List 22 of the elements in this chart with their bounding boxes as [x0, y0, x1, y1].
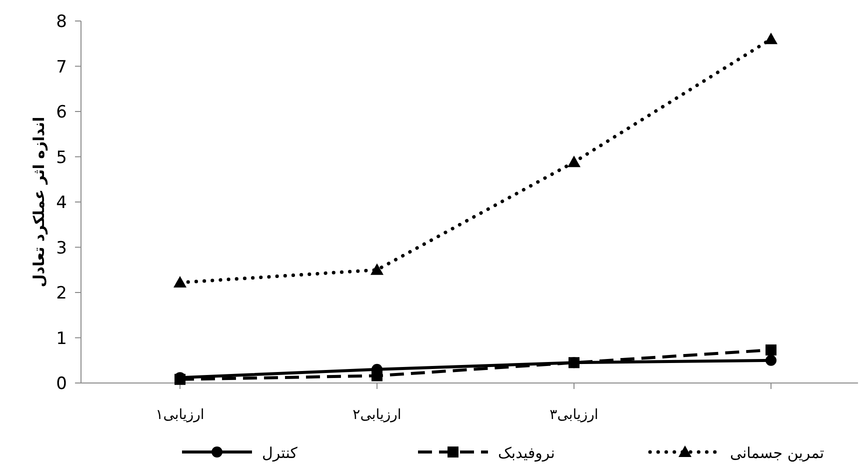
x-tick-label: ارزیابی۱	[156, 407, 204, 423]
x-tick-label: ارزیابی۲	[352, 407, 402, 423]
y-tick-label: 2	[56, 284, 67, 304]
y-tick-label: 4	[56, 193, 67, 213]
x-tick-label: ارزیابی۳	[550, 407, 598, 423]
y-tick-label: 1	[56, 328, 67, 349]
legend-label: نروفیدبک	[498, 444, 555, 462]
y-tick-label: 8	[56, 12, 67, 32]
y-axis-title: اندازه اثر عملکرد تعادل	[30, 116, 48, 288]
point	[174, 276, 186, 288]
y-tick-label: 0	[56, 374, 67, 394]
point	[766, 354, 776, 366]
legend-label: کنترل	[262, 444, 298, 462]
y-tick-label: 6	[56, 102, 67, 122]
y-tick-label: 3	[56, 238, 67, 258]
point	[370, 263, 384, 275]
point	[764, 32, 778, 44]
legend-label: تمرین جسمانی	[730, 444, 824, 462]
y-tick-label: 7	[56, 57, 67, 78]
point	[766, 344, 776, 356]
point	[568, 156, 580, 168]
y-tick-label: 5	[56, 148, 67, 168]
